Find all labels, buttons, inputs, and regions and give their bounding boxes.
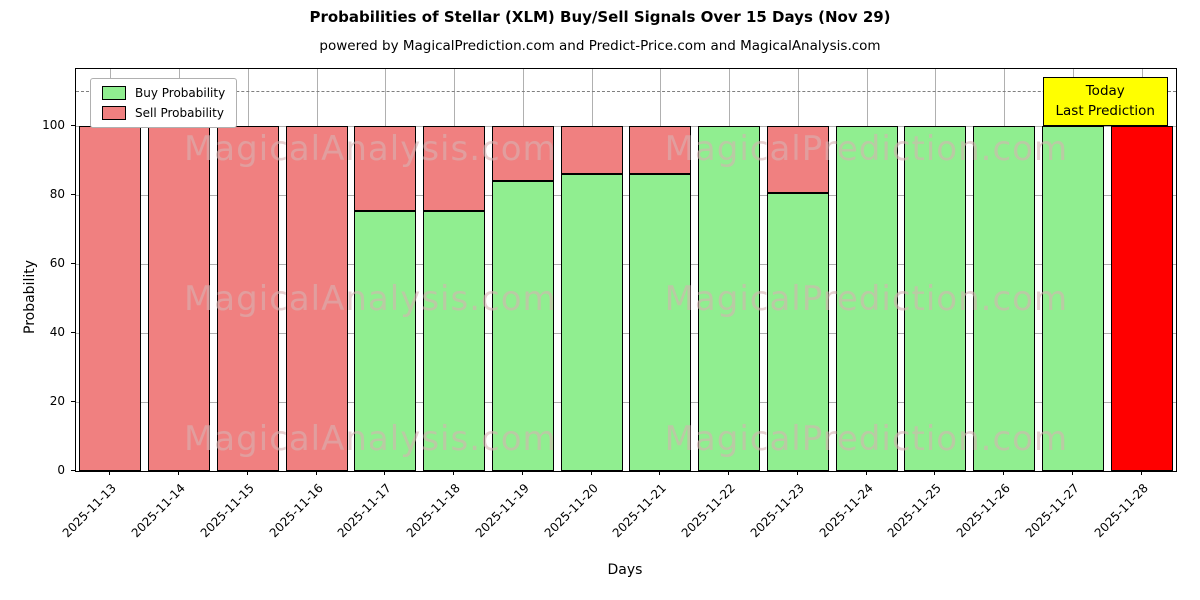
legend-label-buy: Buy Probability xyxy=(135,86,226,100)
x-tick-mark xyxy=(728,471,730,475)
today-annotation: Today Last Prediction xyxy=(1042,77,1168,127)
x-tick-mark xyxy=(178,471,180,475)
y-tick-mark xyxy=(71,470,75,471)
sell-segment xyxy=(560,125,623,175)
bar xyxy=(1041,69,1104,471)
chart-title: Probabilities of Stellar (XLM) Buy/Sell … xyxy=(309,8,891,26)
sell-segment xyxy=(216,125,279,471)
bar xyxy=(423,69,486,471)
dashed-threshold-line xyxy=(76,91,1176,93)
buy-segment xyxy=(560,174,623,471)
y-tick-mark xyxy=(71,193,75,195)
annotation-line-1: Today xyxy=(1085,83,1125,99)
x-tick-mark xyxy=(1140,471,1142,475)
bars-layer xyxy=(76,69,1176,471)
buy-segment xyxy=(354,210,417,471)
bar xyxy=(285,69,348,471)
horizontal-gridline xyxy=(76,194,1176,196)
x-tick-mark xyxy=(246,471,248,475)
sell-segment xyxy=(148,125,211,471)
bar xyxy=(698,69,761,471)
bar xyxy=(216,69,279,471)
buy-segment xyxy=(904,125,967,471)
x-tick-mark xyxy=(1071,471,1073,475)
sell-segment xyxy=(79,125,142,471)
buy-segment xyxy=(629,174,692,471)
legend: Buy Probability Sell Probability xyxy=(90,78,238,128)
buy-segment xyxy=(491,181,554,471)
x-tick-mark xyxy=(659,471,661,475)
legend-item-sell: Sell Probability xyxy=(102,106,225,120)
y-tick-mark xyxy=(71,263,75,264)
y-tick-mark xyxy=(71,401,75,402)
buy-segment xyxy=(835,125,898,471)
horizontal-gridline xyxy=(76,125,1176,127)
x-tick-mark xyxy=(590,471,592,475)
y-tick-label: 80 xyxy=(49,186,65,201)
horizontal-gridline xyxy=(76,402,1176,403)
bar xyxy=(491,69,554,471)
horizontal-gridline xyxy=(76,264,1176,265)
buy-segment xyxy=(766,193,829,471)
sell-segment xyxy=(354,126,417,211)
x-tick-mark xyxy=(865,471,867,475)
sell-segment xyxy=(285,125,348,471)
sell-segment xyxy=(423,126,486,211)
bar xyxy=(904,69,967,471)
y-tick-label: 40 xyxy=(49,325,65,339)
buy-segment xyxy=(973,125,1036,471)
x-tick-mark xyxy=(384,471,386,475)
bar xyxy=(148,69,211,471)
bar xyxy=(354,69,417,471)
buy-swatch-icon xyxy=(102,86,126,100)
chart-subtitle: powered by MagicalPrediction.com and Pre… xyxy=(319,38,881,54)
bar xyxy=(560,69,623,471)
x-tick-mark xyxy=(109,471,111,475)
sell-segment xyxy=(491,125,554,182)
x-tick-mark xyxy=(453,471,455,475)
buy-segment xyxy=(423,210,486,471)
bar xyxy=(973,69,1036,471)
x-tick-mark xyxy=(315,471,317,475)
annotation-line-2: Last Prediction xyxy=(1055,102,1155,119)
y-tick-mark xyxy=(71,124,75,126)
bar xyxy=(835,69,898,471)
x-tick-mark xyxy=(934,471,936,475)
y-tick-label: 100 xyxy=(42,117,65,132)
sell-swatch-icon xyxy=(102,106,126,120)
y-axis-ticks: 0 20 40 60 80 100 xyxy=(0,68,75,477)
sell-segment xyxy=(629,125,692,175)
horizontal-gridline xyxy=(76,333,1176,334)
x-tick-mark xyxy=(521,471,523,475)
y-tick-label: 60 xyxy=(49,256,65,270)
buy-segment xyxy=(698,125,761,471)
bar xyxy=(1110,69,1173,471)
x-axis-tick-marks xyxy=(75,471,1175,477)
legend-label-sell: Sell Probability xyxy=(135,106,224,120)
x-axis-label: Days xyxy=(607,562,643,578)
today-segment xyxy=(1110,125,1173,471)
x-tick-mark xyxy=(796,471,798,475)
plot-area: MagicalAnalysis.com MagicalPrediction.com… xyxy=(75,68,1177,472)
bar xyxy=(766,69,829,471)
legend-item-buy: Buy Probability xyxy=(102,86,225,100)
y-tick-label: 0 xyxy=(57,463,65,477)
bar xyxy=(79,69,142,471)
bar xyxy=(629,69,692,471)
x-axis-tick-labels: 2025-11-13 2025-11-14 2025-11-15 2025-11-16… xyxy=(60,479,1175,594)
buy-segment xyxy=(1041,125,1104,471)
y-tick-mark xyxy=(71,332,75,333)
sell-segment xyxy=(766,125,829,194)
x-tick-mark xyxy=(1003,471,1005,475)
y-tick-label: 20 xyxy=(49,394,65,408)
